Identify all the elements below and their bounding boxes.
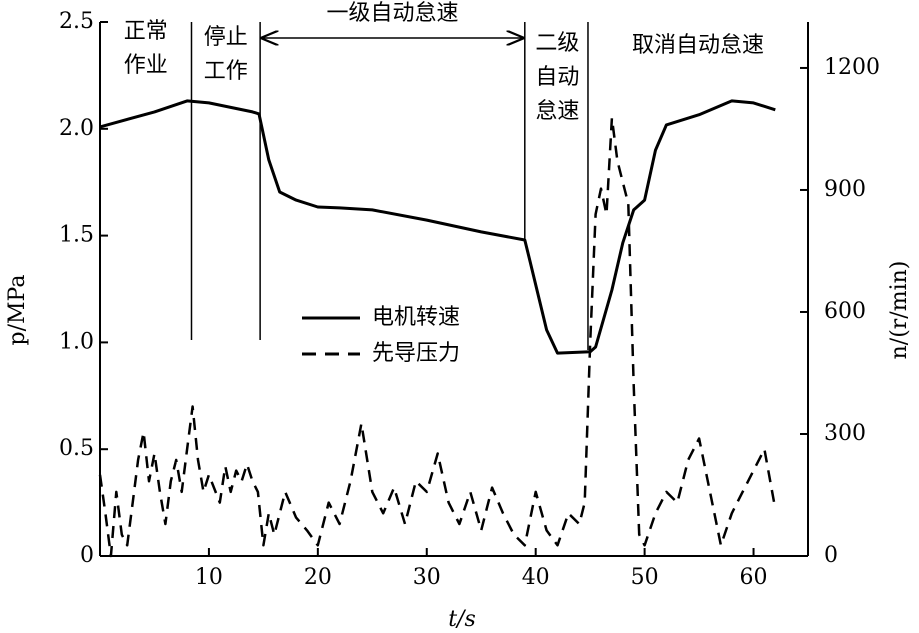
x-tick-label: 20 [304, 565, 332, 590]
x-tick-label: 40 [522, 565, 550, 590]
annotation: 正常 [124, 19, 168, 44]
annotation: 怠速 [535, 99, 579, 124]
series-line [99, 99, 776, 355]
x-tick-label: 60 [740, 565, 768, 590]
legend-label: 先导压力 [372, 341, 460, 366]
y-axis-label: p/MPa [5, 275, 30, 346]
y-tick-label: 1.5 [59, 223, 94, 248]
y-tick-label: 0 [80, 543, 94, 568]
y2-tick-label: 900 [824, 177, 866, 202]
annotation: 停止 [204, 25, 248, 50]
series-line [98, 116, 777, 558]
y-tick-label: 0.5 [59, 436, 94, 461]
y-tick-label: 2.5 [59, 9, 94, 34]
x-tick-label: 10 [195, 565, 223, 590]
y2-tick-label: 1200 [824, 55, 880, 80]
annotation: 二级 [535, 31, 579, 56]
annotation: 自动 [535, 65, 579, 90]
legend-label: 电机转速 [372, 305, 460, 330]
x-tick-label: 50 [631, 565, 659, 590]
y2-axis-label: n/(r/min) [887, 261, 912, 360]
annotation: 取消自动怠速 [632, 33, 764, 58]
annotation: 工作 [204, 59, 248, 84]
x-axis-label: t/s [448, 607, 476, 632]
y2-tick-label: 300 [824, 421, 866, 446]
annotation: 一级自动怠速 [326, 1, 458, 26]
y-tick-label: 1.0 [59, 329, 94, 354]
y-tick-label: 2.0 [59, 116, 94, 141]
annotation: 作业 [124, 53, 168, 78]
x-tick-label: 30 [413, 565, 441, 590]
y2-tick-label: 0 [824, 543, 838, 568]
y2-tick-label: 600 [824, 299, 866, 324]
